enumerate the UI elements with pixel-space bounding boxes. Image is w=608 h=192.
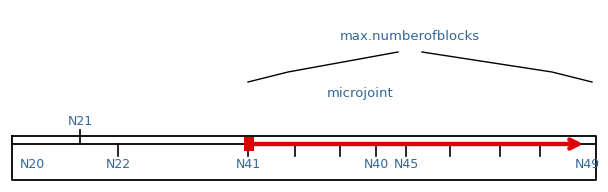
Text: N41: N41 (235, 158, 261, 171)
Bar (244, 137, 254, 151)
Text: N20: N20 (20, 158, 45, 171)
Text: max.numberofblocks: max.numberofblocks (340, 31, 480, 44)
Text: N22: N22 (105, 158, 131, 171)
Text: N45: N45 (393, 158, 419, 171)
Text: microjoint: microjoint (326, 88, 393, 100)
Text: N49: N49 (575, 158, 600, 171)
Text: N40: N40 (364, 158, 389, 171)
Text: N21: N21 (67, 115, 92, 128)
